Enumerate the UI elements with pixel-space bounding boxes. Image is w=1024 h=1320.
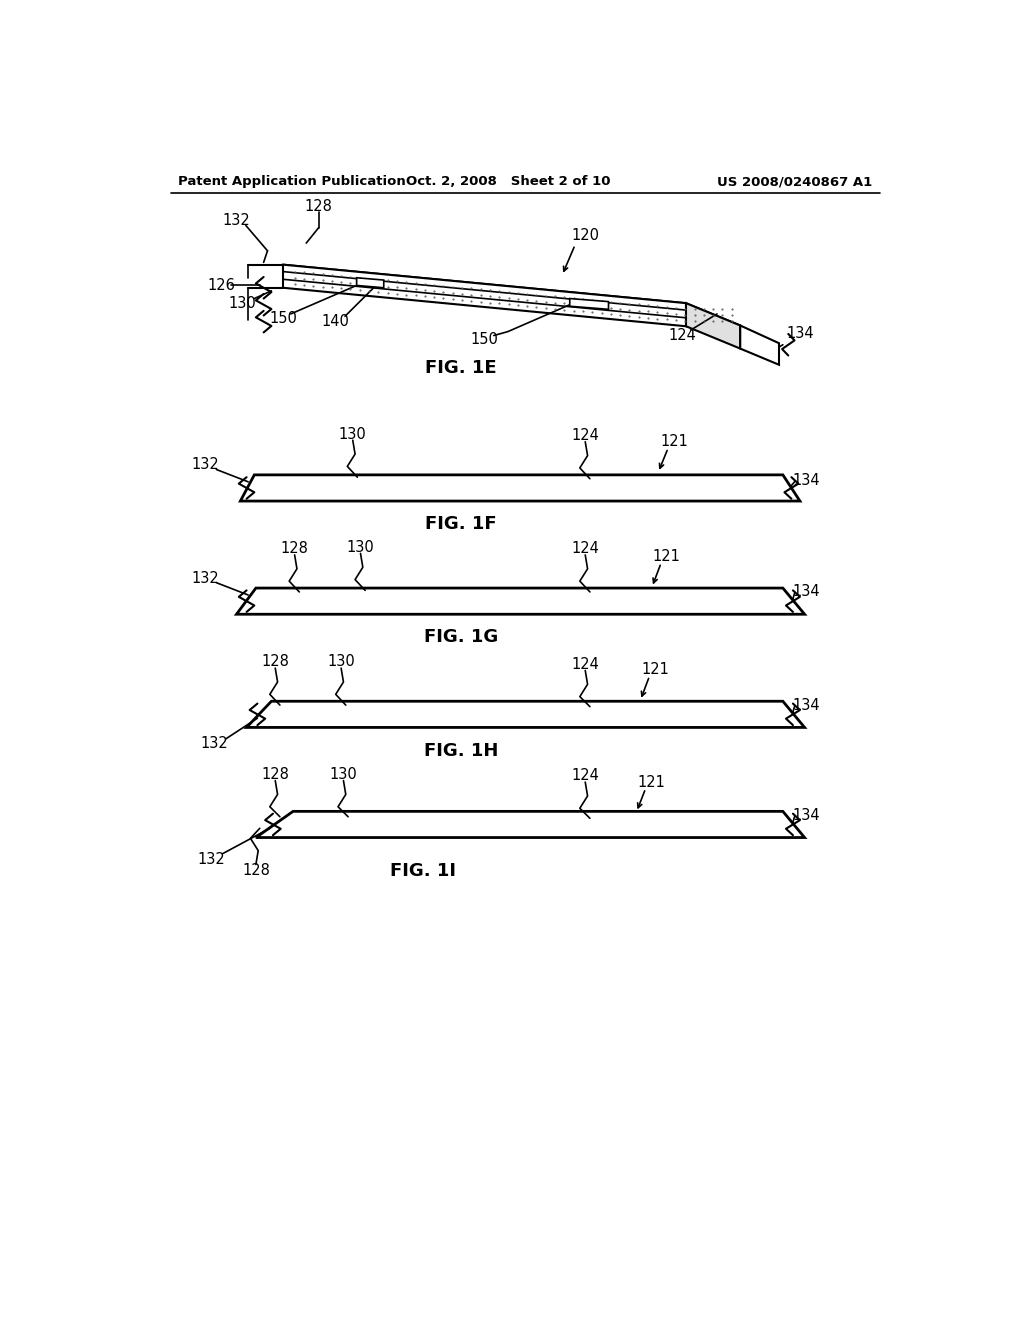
Text: 128: 128 <box>242 863 269 878</box>
Text: 132: 132 <box>191 457 219 473</box>
Text: 130: 130 <box>330 767 357 781</box>
Text: 132: 132 <box>201 737 228 751</box>
Text: 128: 128 <box>304 198 332 214</box>
Polygon shape <box>241 475 800 502</box>
Text: 128: 128 <box>281 541 308 556</box>
Text: 132: 132 <box>222 213 251 227</box>
Text: 130: 130 <box>228 296 257 310</box>
Polygon shape <box>283 264 686 326</box>
Text: FIG. 1E: FIG. 1E <box>425 359 497 376</box>
Text: FIG. 1F: FIG. 1F <box>425 515 497 533</box>
Text: 121: 121 <box>641 663 669 677</box>
Text: 130: 130 <box>347 540 375 554</box>
Text: 140: 140 <box>322 314 349 329</box>
Polygon shape <box>686 304 740 348</box>
Polygon shape <box>283 264 740 326</box>
Text: 121: 121 <box>637 775 665 789</box>
Text: 130: 130 <box>328 655 355 669</box>
Text: 124: 124 <box>571 428 599 444</box>
Text: Patent Application Publication: Patent Application Publication <box>178 176 407 187</box>
Text: 132: 132 <box>191 570 219 586</box>
Text: 132: 132 <box>198 851 225 867</box>
Text: 124: 124 <box>571 768 599 784</box>
Text: FIG. 1G: FIG. 1G <box>424 628 499 647</box>
Text: FIG. 1I: FIG. 1I <box>389 862 456 879</box>
Text: 128: 128 <box>261 767 289 781</box>
Text: Oct. 2, 2008   Sheet 2 of 10: Oct. 2, 2008 Sheet 2 of 10 <box>406 176 610 187</box>
Text: 134: 134 <box>793 697 820 713</box>
Text: 150: 150 <box>269 312 297 326</box>
Text: 124: 124 <box>571 657 599 672</box>
Text: 134: 134 <box>793 585 820 599</box>
Text: 128: 128 <box>261 655 289 669</box>
Text: 150: 150 <box>471 331 499 347</box>
Polygon shape <box>237 589 805 614</box>
Text: 124: 124 <box>669 327 696 343</box>
Text: 121: 121 <box>652 549 681 564</box>
Text: 134: 134 <box>793 473 820 488</box>
Polygon shape <box>569 298 608 309</box>
Text: US 2008/0240867 A1: US 2008/0240867 A1 <box>717 176 872 187</box>
Text: 121: 121 <box>660 434 688 449</box>
Text: 134: 134 <box>793 808 820 822</box>
Polygon shape <box>740 326 779 364</box>
Text: 120: 120 <box>571 228 599 243</box>
Text: 130: 130 <box>339 426 367 442</box>
Polygon shape <box>256 812 805 838</box>
Text: 134: 134 <box>786 326 814 341</box>
Polygon shape <box>247 701 805 727</box>
Text: 126: 126 <box>207 279 234 293</box>
Text: 124: 124 <box>571 541 599 556</box>
Text: FIG. 1H: FIG. 1H <box>424 742 499 759</box>
Polygon shape <box>356 277 384 288</box>
